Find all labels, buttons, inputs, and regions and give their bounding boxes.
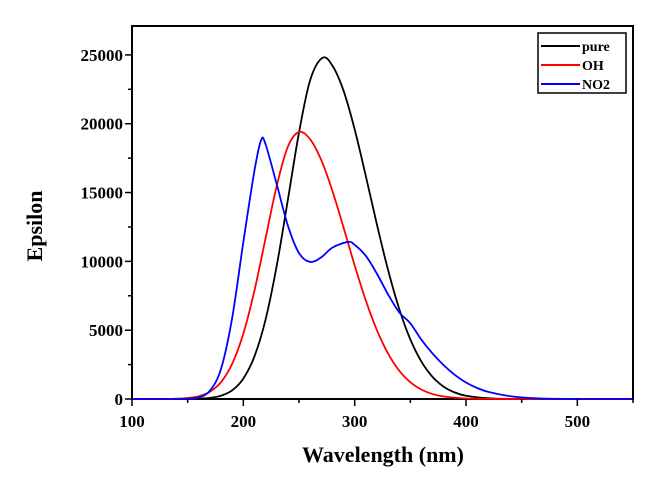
y-tick-label: 10000: [81, 252, 124, 271]
y-tick-label: 25000: [81, 46, 124, 65]
legend-label-no2: NO2: [582, 78, 610, 93]
legend: pure OH NO2: [537, 32, 627, 94]
series-line-oh: [131, 130, 633, 400]
y-tick-label: 15000: [81, 184, 124, 203]
plot-frame: [131, 25, 634, 400]
y-axis: 0 5000 10000 15000 20000 25000: [81, 46, 132, 409]
x-axis-title: Wavelength (nm): [302, 442, 464, 467]
x-tick-label: 400: [453, 412, 479, 431]
series-lines: [131, 56, 633, 400]
x-tick-label: 100: [119, 412, 145, 431]
y-tick-label: 0: [115, 390, 124, 409]
y-tick-label: 5000: [89, 321, 123, 340]
x-tick-label: 300: [342, 412, 368, 431]
legend-label-oh: OH: [582, 59, 604, 74]
series-line-no2: [131, 136, 633, 400]
x-axis: 100 200 300 400 500: [119, 399, 634, 431]
x-tick-label: 500: [565, 412, 591, 431]
legend-label-pure: pure: [582, 40, 610, 55]
x-tick-label: 200: [231, 412, 257, 431]
y-tick-label: 20000: [81, 115, 124, 134]
series-line-pure: [131, 56, 633, 400]
y-axis-title: Epsilon: [22, 191, 47, 262]
